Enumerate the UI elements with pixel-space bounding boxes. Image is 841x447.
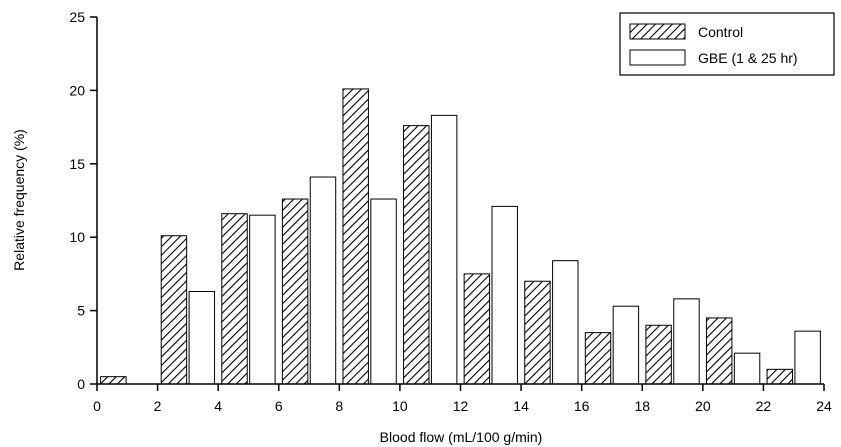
x-tick-label: 12	[453, 398, 469, 414]
bar-control	[645, 324, 672, 385]
bar-control	[160, 235, 188, 385]
x-tick-label: 18	[634, 398, 650, 414]
x-tick-label: 8	[335, 398, 343, 414]
y-axis-ticks: 0 5 10 15 20 25	[69, 9, 97, 392]
bar-control	[766, 368, 793, 385]
y-axis-label: Relative frequency (%)	[11, 129, 27, 271]
x-tick-label: 14	[513, 398, 529, 414]
x-tick-label: 4	[214, 398, 222, 414]
bar-control	[281, 198, 309, 385]
y-tick-label: 10	[69, 229, 85, 245]
legend-label-control: Control	[698, 24, 743, 40]
legend-swatch-control	[629, 23, 686, 40]
bar-control	[403, 125, 430, 385]
bar-control	[584, 332, 612, 385]
x-tick-label: 2	[154, 398, 162, 414]
bar-control	[342, 88, 369, 385]
y-tick-label: 15	[69, 156, 85, 172]
bar-gbe	[794, 330, 821, 385]
y-tick-label: 20	[69, 82, 85, 98]
bar-gbe	[673, 298, 700, 385]
x-axis-label: Blood flow (mL/100 g/min)	[380, 429, 543, 445]
bar-gbe	[249, 214, 276, 385]
x-tick-label: 24	[816, 398, 832, 414]
bar-control	[524, 280, 551, 385]
bar-gbe	[430, 114, 458, 385]
x-tick-label: 20	[695, 398, 711, 414]
x-tick-label: 6	[275, 398, 283, 414]
y-tick-label: 5	[77, 303, 85, 319]
x-tick-label: 16	[574, 398, 590, 414]
bar-gbe	[370, 198, 397, 385]
y-tick-label: 0	[77, 376, 85, 392]
bar-control	[100, 376, 127, 385]
legend: Control GBE (1 & 25 hr)	[619, 12, 835, 76]
bar-control	[221, 213, 248, 385]
legend-label-gbe: GBE (1 & 25 hr)	[698, 50, 798, 66]
x-tick-label: 0	[93, 398, 101, 414]
legend-swatch-gbe	[629, 49, 686, 66]
x-axis-ticks: 0 2 4 6 8 10 12 14 16 18 20 22 24	[93, 384, 832, 414]
bar-gbe	[188, 291, 216, 385]
plot-area	[100, 88, 821, 385]
bar-gbe	[552, 260, 579, 385]
bar-control	[463, 273, 491, 385]
y-tick-label: 25	[69, 9, 85, 25]
bar-gbe	[612, 305, 640, 385]
x-tick-label: 22	[756, 398, 772, 414]
bar-gbe	[309, 176, 337, 385]
bar-control	[705, 317, 733, 385]
x-tick-label: 10	[392, 398, 408, 414]
bar-gbe	[733, 352, 761, 385]
bar-gbe	[491, 205, 518, 385]
